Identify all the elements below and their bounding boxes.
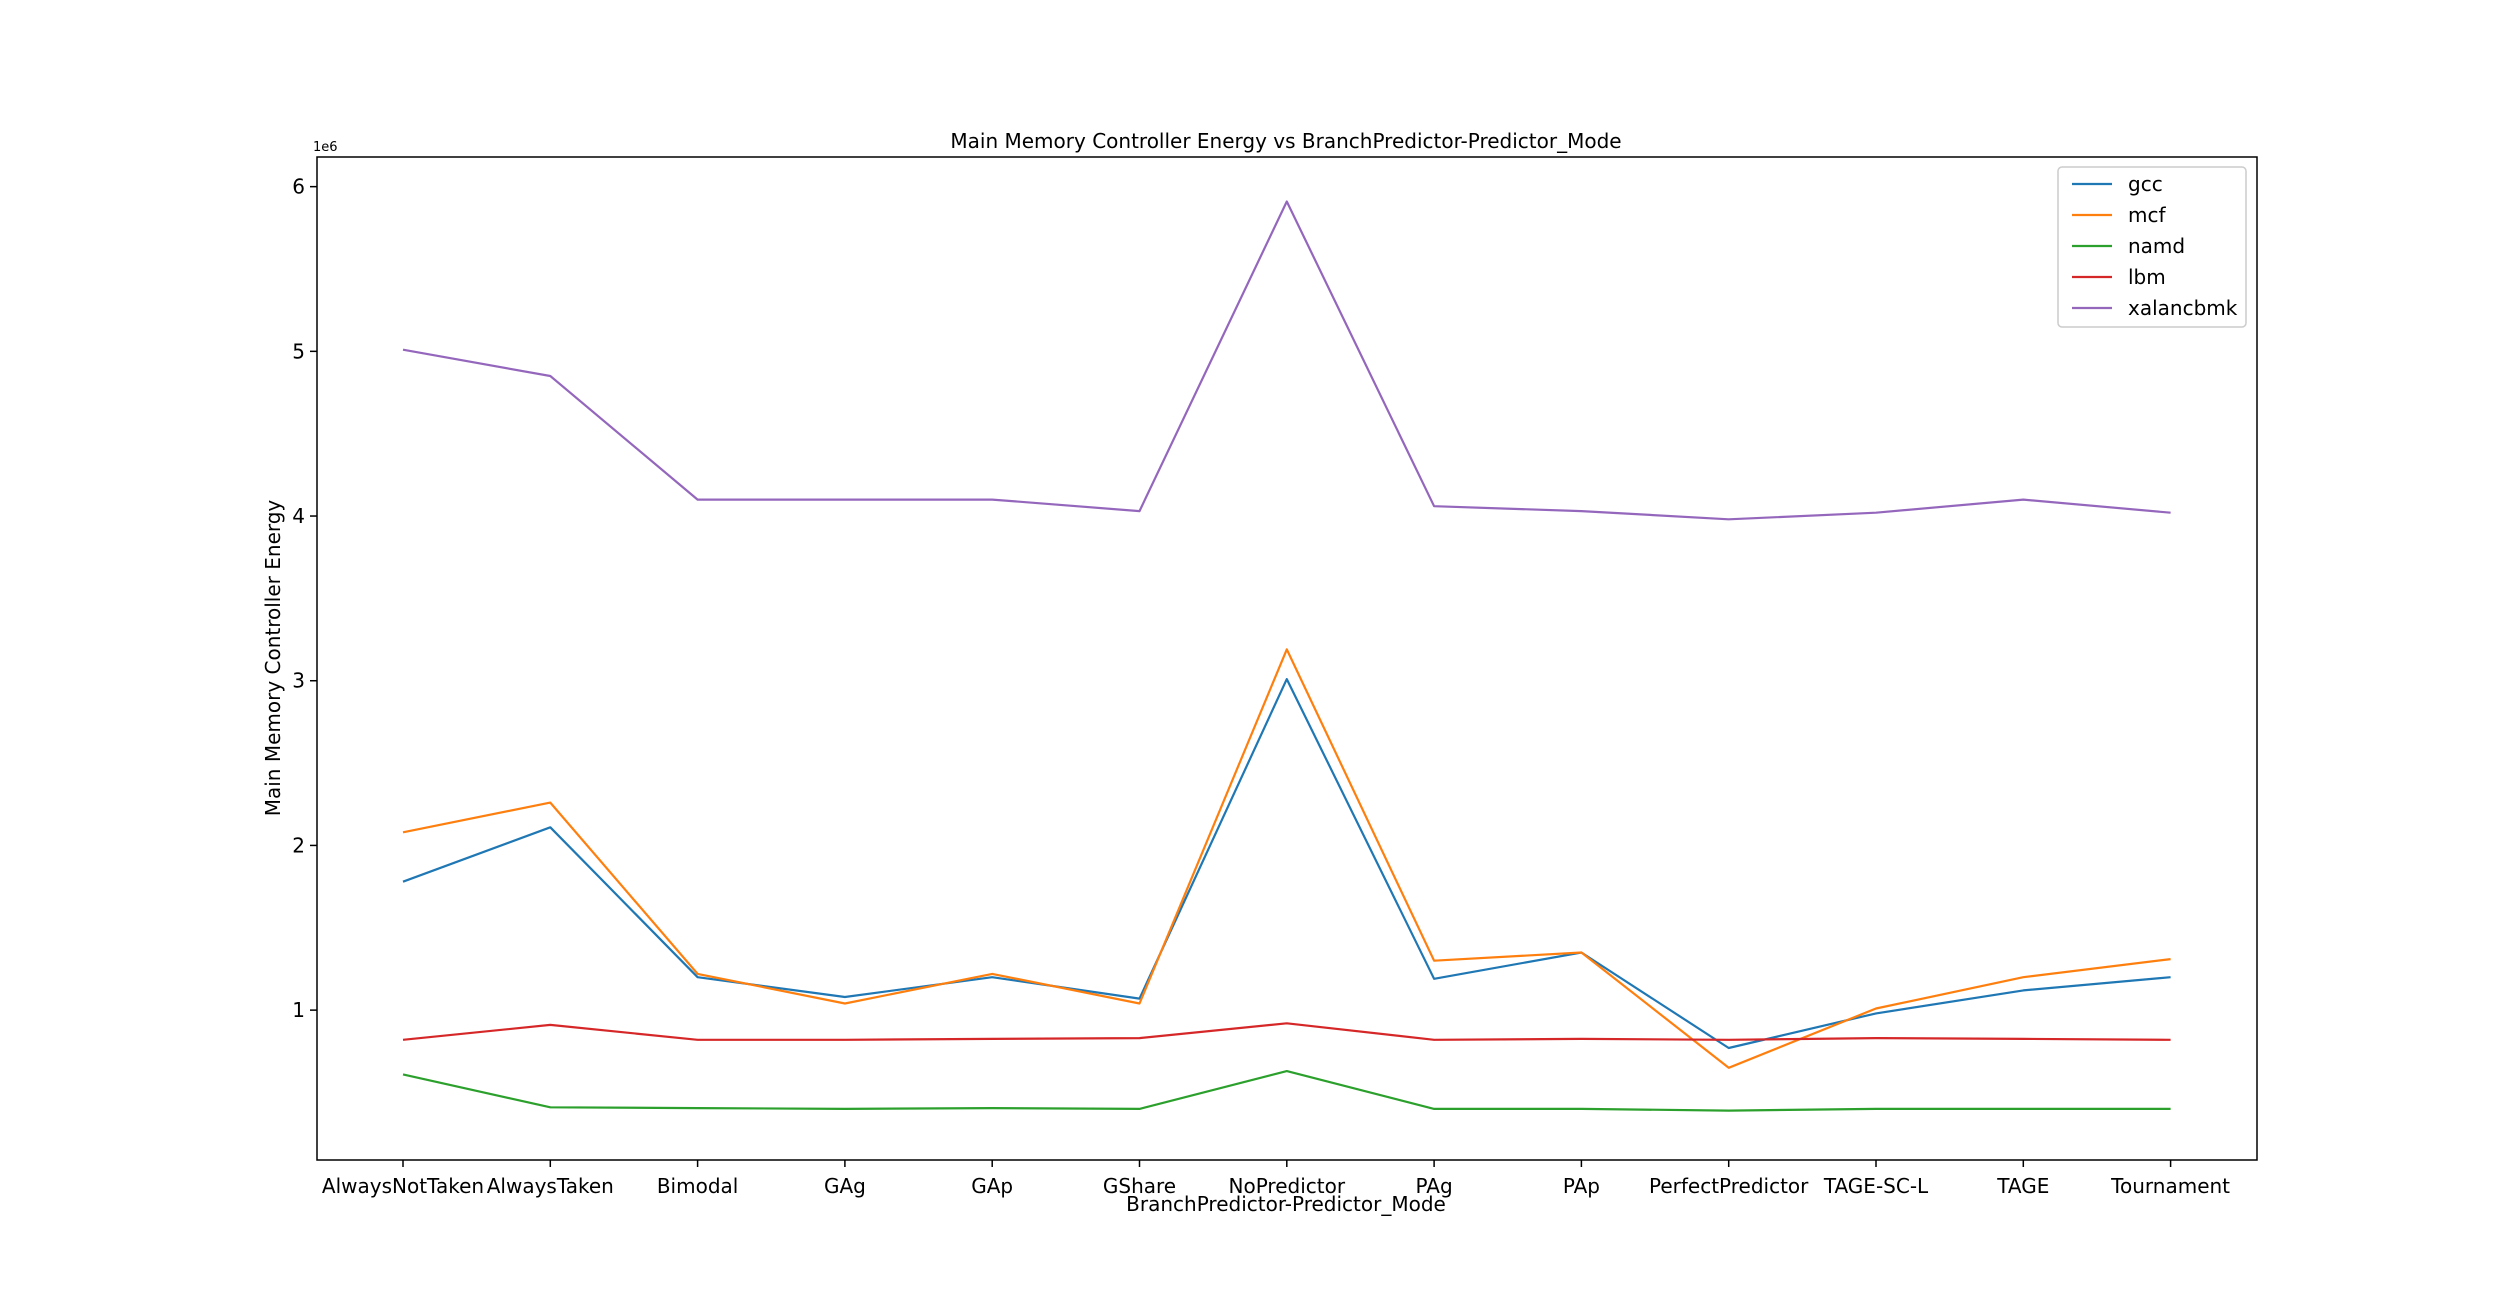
x-tick-label: AlwaysNotTaken: [322, 1174, 484, 1198]
y-axis: 1 2 3 4 5 6: [292, 175, 317, 1022]
y-tick-label: 5: [292, 339, 305, 363]
x-tick-label: GShare: [1103, 1174, 1176, 1198]
y-axis-label: Main Memory Controller Energy: [261, 500, 285, 817]
series-line-gcc: [402, 677, 2171, 1050]
chart-title: Main Memory Controller Energy vs BranchP…: [950, 129, 1621, 153]
legend-label-gcc: gcc: [2128, 172, 2163, 196]
series-line-namd: [402, 1069, 2171, 1112]
legend-label-namd: namd: [2128, 234, 2185, 258]
x-axis: AlwaysNotTaken AlwaysTaken Bimodal GAg GAp GS…: [322, 1160, 2230, 1198]
x-tick-label: PAg: [1416, 1174, 1453, 1198]
legend: gcc mcf namd lbm xalancbmk: [2057, 166, 2247, 328]
y-tick-label: 4: [292, 504, 305, 528]
legend-label-mcf: mcf: [2128, 203, 2166, 227]
x-tick-label: GAp: [971, 1174, 1013, 1198]
y-tick-label: 2: [292, 833, 305, 857]
plot-area: [317, 157, 2257, 1160]
legend-frame: [2057, 166, 2247, 328]
x-axis-label: BranchPredictor-Predictor_Mode: [1126, 1192, 1446, 1216]
x-tick-label: GAg: [824, 1174, 866, 1198]
legend-label-lbm: lbm: [2128, 265, 2166, 289]
y-tick-label: 1: [292, 998, 305, 1022]
x-tick-label: AlwaysTaken: [487, 1174, 614, 1198]
y-tick-label: 6: [292, 175, 305, 199]
x-tick-label: PerfectPredictor: [1649, 1174, 1809, 1198]
y-offset-label: 1e6: [313, 140, 338, 155]
x-tick-label: TAGE: [1996, 1174, 2049, 1198]
series-line-xalancbmk: [402, 200, 2171, 521]
x-tick-label: TAGE-SC-L: [1823, 1174, 1929, 1198]
x-tick-label: PAp: [1563, 1174, 1600, 1198]
x-tick-label: Tournament: [2110, 1174, 2230, 1198]
legend-label-xalancbmk: xalancbmk: [2128, 296, 2238, 320]
series-layer: [402, 200, 2171, 1112]
series-line-mcf: [402, 648, 2171, 1069]
y-tick-label: 3: [292, 669, 305, 693]
x-tick-label: NoPredictor: [1229, 1174, 1346, 1198]
x-tick-label: Bimodal: [657, 1174, 739, 1198]
series-line-lbm: [402, 1022, 2171, 1041]
